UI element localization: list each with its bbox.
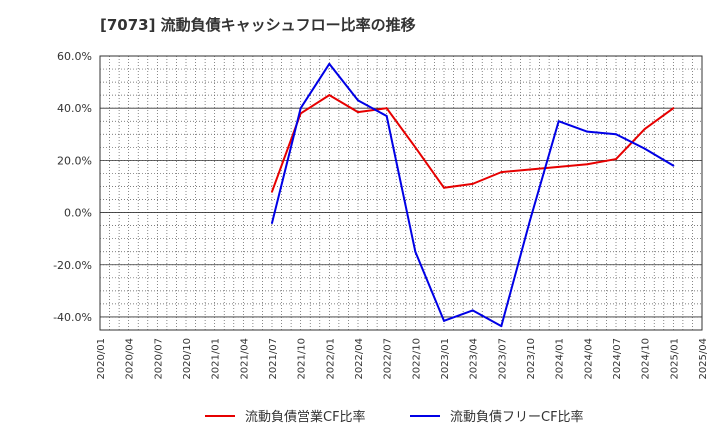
x-tick-label: 2023/10: [526, 338, 537, 380]
data-point: [471, 182, 474, 185]
y-tick-label: -20.0%: [53, 259, 92, 272]
x-tick-label: 2024/01: [555, 338, 566, 380]
x-tick-label: 2024/07: [612, 338, 623, 380]
data-point: [328, 62, 331, 65]
x-tick-label: 2025/01: [669, 338, 680, 380]
x-tick-label: 2021/04: [239, 338, 250, 380]
data-point: [500, 325, 503, 328]
legend-label-2: 流動負債フリーCF比率: [450, 409, 584, 425]
data-point: [443, 186, 445, 189]
data-point: [557, 165, 560, 168]
x-tick-label: 2020/04: [125, 338, 136, 380]
plot-border: [99, 55, 703, 331]
data-point: [500, 171, 503, 174]
series-layer: [271, 62, 675, 328]
x-tick-label: 2022/04: [354, 338, 365, 380]
x-tick-label: 2020/07: [153, 338, 164, 380]
x-tick-label: 2023/07: [497, 338, 508, 380]
x-tick-label: 2021/10: [297, 338, 308, 380]
data-point: [615, 158, 617, 161]
data-point: [385, 115, 388, 118]
data-point: [586, 130, 589, 133]
data-point: [643, 128, 646, 131]
data-point: [271, 190, 273, 193]
x-tick-label: 2022/01: [325, 338, 336, 380]
data-point: [529, 219, 531, 222]
data-point: [557, 120, 560, 123]
x-tick-label: 2020/01: [96, 338, 107, 380]
data-point: [672, 107, 675, 110]
x-tick-label: 2023/04: [469, 338, 480, 380]
data-point: [443, 319, 445, 322]
x-tick-label: 2023/01: [440, 338, 451, 380]
data-point: [643, 147, 646, 150]
data-point: [271, 222, 273, 225]
x-tick-label: 2020/10: [182, 338, 193, 380]
data-point: [615, 133, 617, 136]
y-tick-label: -40.0%: [53, 311, 92, 324]
axes: 60.0% 40.0% 20.0% 0.0% -20.0% -40.0% 2020/01 20…: [53, 50, 709, 380]
data-point: [385, 107, 388, 110]
data-point: [414, 250, 417, 253]
data-point: [672, 164, 675, 167]
x-tick-label: 2025/04: [698, 338, 709, 380]
x-tick-label: 2024/04: [583, 338, 594, 380]
data-point: [299, 107, 302, 110]
data-point: [414, 146, 417, 149]
y-tick-label: 20.0%: [57, 154, 92, 167]
x-tick-label: 2022/10: [411, 338, 422, 380]
x-tick-label: 2021/01: [211, 338, 222, 380]
x-tick-label: 2022/07: [383, 338, 394, 380]
plot-area: [99, 55, 703, 331]
chart-title: [7073] 流動負債キャッシュフロー比率の推移: [100, 16, 416, 34]
data-point: [471, 309, 474, 312]
legend-label-1: 流動負債営業CF比率: [245, 409, 366, 425]
y-tick-label: 40.0%: [57, 102, 92, 115]
data-point: [357, 99, 359, 102]
y-tick-label: 0.0%: [64, 207, 92, 220]
y-tick-label: 60.0%: [57, 50, 92, 63]
data-point: [529, 168, 531, 171]
x-tick-label: 2024/10: [641, 338, 652, 380]
data-point: [357, 111, 359, 114]
grid: [100, 55, 702, 330]
legend: 流動負債営業CF比率 流動負債フリーCF比率: [205, 409, 584, 425]
x-tick-label: 2021/07: [268, 338, 279, 380]
data-point: [586, 163, 589, 166]
data-point: [328, 94, 331, 97]
